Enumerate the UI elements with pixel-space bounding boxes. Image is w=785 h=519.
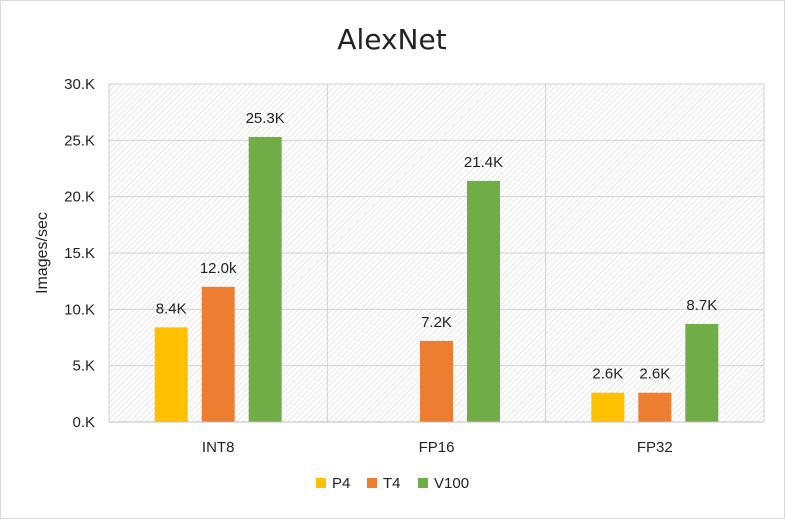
- plot-area: 0.K 5.K 10.K 15.K 20.K 25.K 30.K 8.4K 12.0k 25.3K…: [64, 76, 765, 456]
- data-label: 8.7K: [686, 297, 717, 314]
- legend-item-v100: V100: [418, 475, 469, 492]
- y-tick-label: 15.K: [64, 245, 95, 262]
- legend-label: T4: [383, 475, 401, 492]
- x-tick-label: FP16: [419, 439, 455, 456]
- data-label: 21.4K: [464, 154, 503, 171]
- x-tick-label: INT8: [202, 439, 235, 456]
- legend-swatch: [316, 478, 326, 488]
- legend-item-t4: T4: [367, 475, 401, 492]
- bar-t4-fp16: [420, 340, 453, 422]
- y-tick-label: 5.K: [72, 358, 95, 375]
- y-tick-label: 10.K: [64, 301, 95, 318]
- bar-p4-fp32: [591, 392, 625, 422]
- data-label: 25.3K: [246, 110, 285, 127]
- data-label: 2.6K: [639, 366, 670, 383]
- legend-label: V100: [434, 475, 469, 492]
- data-label: 2.6K: [592, 366, 623, 383]
- bar-p4-int8: [154, 327, 188, 422]
- bar-v100-int8: [248, 136, 282, 422]
- legend-swatch: [367, 478, 377, 488]
- x-tick-label: FP32: [637, 439, 673, 456]
- data-label: 7.2K: [421, 314, 452, 331]
- chart-title: AlexNet: [337, 23, 446, 56]
- y-tick-label: 20.K: [64, 189, 95, 206]
- bar-v100-fp16: [467, 180, 500, 422]
- bar-t4-int8: [201, 286, 235, 422]
- legend-swatch: [418, 478, 428, 488]
- bar-t4-fp32: [638, 392, 672, 422]
- y-tick-label: 0.K: [72, 414, 95, 431]
- y-tick-label: 30.K: [64, 76, 95, 93]
- data-label: 8.4K: [156, 300, 187, 317]
- y-tick-label: 25.K: [64, 132, 95, 149]
- y-axis-label: Images/sec: [34, 212, 51, 294]
- legend-label: P4: [332, 475, 350, 492]
- legend-item-p4: P4: [316, 475, 350, 492]
- bar-v100-fp32: [685, 323, 719, 422]
- data-label: 12.0k: [200, 260, 237, 277]
- legend: P4 T4 V100: [316, 475, 469, 492]
